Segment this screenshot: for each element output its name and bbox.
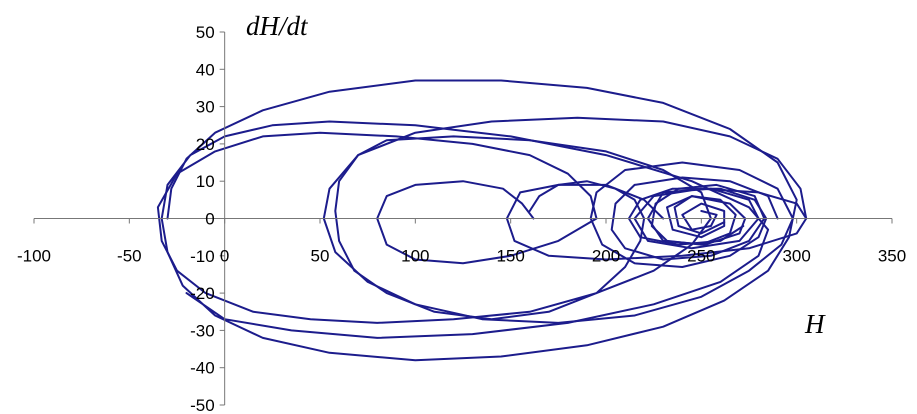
x-tick-label: 350 [878,247,906,266]
y-tick-label: 40 [196,60,215,79]
x-tick-label: -100 [17,247,51,266]
y-tick-label: -30 [190,321,215,340]
y-tick-label: 10 [196,172,215,191]
y-tick-label: 0 [205,210,214,229]
y-tick-label: -40 [190,359,215,378]
y-tick-label: 20 [196,135,215,154]
y-tick-label: 50 [196,23,215,42]
series-line-1 [156,131,712,324]
axes [33,31,893,406]
y-tick-label: 30 [196,98,215,117]
x-tick-label: 50 [311,247,330,266]
series-line-4 [160,79,798,362]
series-line-5 [610,176,779,261]
x-tick-label: 250 [687,247,715,266]
tick-labels: -100 -50 0 50 100 150 200 250 300 350-50-40-30-20… [17,23,906,414]
y-tick-label: -20 [190,284,215,303]
y-tick-label: -10 [190,247,215,266]
x-tick-label: 150 [496,247,524,266]
x-tick-label: 0 [220,247,229,266]
x-axis-title: H [804,309,826,339]
x-tick-label: 200 [592,247,620,266]
x-tick-label: 300 [782,247,810,266]
x-tick-label: 100 [401,247,429,266]
y-tick-label: -50 [190,396,215,414]
series-lines [156,79,808,362]
x-tick-label: -50 [117,247,142,266]
y-axis-title: dH/dt [246,11,309,41]
series-line-3 [322,116,808,324]
